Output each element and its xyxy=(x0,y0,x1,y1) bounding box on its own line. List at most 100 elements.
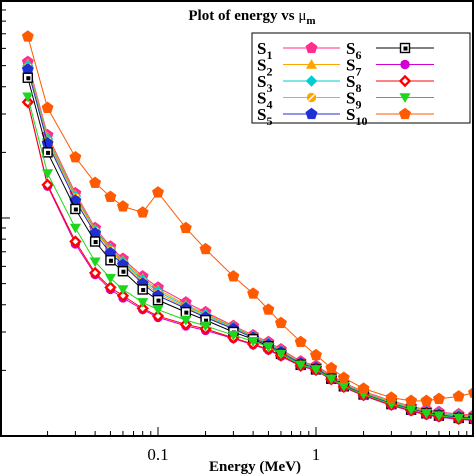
data-point-S10-14 xyxy=(294,335,307,348)
legend-entry-S1: S1 xyxy=(257,39,340,62)
legend-marker-S7 xyxy=(400,59,410,70)
x-tick-label: 0.1 xyxy=(147,445,168,464)
data-point-S10-7 xyxy=(151,186,165,198)
data-point-S9-0 xyxy=(22,92,34,103)
legend-entry-S7: S7 xyxy=(346,56,434,79)
series-S10 xyxy=(21,30,474,406)
data-point-S10-21 xyxy=(420,394,433,406)
data-point-S9-2 xyxy=(69,223,82,234)
data-point-S10-2 xyxy=(69,150,82,163)
data-point-S9-11 xyxy=(247,337,259,347)
data-point-S10-13 xyxy=(274,316,287,329)
legend-label-S6: S6 xyxy=(346,39,361,62)
data-point-S9-7 xyxy=(152,305,164,316)
data-point-S9-22 xyxy=(433,411,445,422)
data-point-S8-2 xyxy=(69,235,82,248)
data-point-S10-12 xyxy=(262,303,275,315)
data-point-S9-1 xyxy=(41,169,54,180)
data-point-S6-6 xyxy=(137,284,148,295)
data-point-S10-11 xyxy=(247,287,260,299)
legend-entry-S3: S3 xyxy=(257,72,340,95)
axes: 0.1 1 xyxy=(0,0,474,464)
data-point-S10-15 xyxy=(309,348,323,361)
data-point-S9-15 xyxy=(310,365,322,375)
data-point-S9-5 xyxy=(117,285,129,295)
data-point-S6-2 xyxy=(70,203,81,215)
legend-entry-S9: S9 xyxy=(346,89,434,112)
data-point-S10-3 xyxy=(89,176,102,188)
x-axis-label: Energy (MeV) xyxy=(209,459,301,474)
data-point-S8-3 xyxy=(88,266,102,280)
data-point-S8-1 xyxy=(41,178,54,192)
legend-marker-S3 xyxy=(305,75,318,87)
data-point-S10-20 xyxy=(405,394,418,406)
legend-entry-S5: S5 xyxy=(257,105,340,128)
data-point-S10-17 xyxy=(337,371,350,383)
series-line-S6 xyxy=(27,77,474,420)
data-point-S10-9 xyxy=(199,242,212,255)
data-point-S9-14 xyxy=(295,360,307,371)
data-point-S10-4 xyxy=(104,190,117,202)
data-point-S6-7 xyxy=(152,294,164,306)
legend-label-S3: S3 xyxy=(257,72,272,95)
data-point-S10-1 xyxy=(41,101,54,113)
data-point-S10-16 xyxy=(325,361,338,374)
data-point-S10-22 xyxy=(432,392,445,404)
legend-entry-S2: S2 xyxy=(257,56,340,79)
data-point-S6-5 xyxy=(117,266,129,277)
data-point-S9-4 xyxy=(104,273,117,284)
legend-label-S8: S8 xyxy=(346,72,361,95)
data-point-S10-23 xyxy=(452,390,465,402)
data-point-S10-6 xyxy=(136,206,149,218)
data-point-S10-19 xyxy=(385,391,398,403)
legend-label-S10: S10 xyxy=(346,105,367,128)
data-point-S8-5 xyxy=(116,289,130,302)
legend-marker-S9 xyxy=(399,93,411,103)
legend-marker-S1 xyxy=(305,41,318,54)
data-point-S9-12 xyxy=(262,342,275,353)
legend-label-S4: S4 xyxy=(257,89,272,112)
chart-title-text: Plot of energy vs xyxy=(188,8,294,24)
chart-title: Plot of energy vs μm xyxy=(188,8,315,27)
legend-entry-S8: S8 xyxy=(346,72,434,95)
data-point-S10-5 xyxy=(116,200,129,212)
data-point-S9-8 xyxy=(180,315,192,326)
legend-entry-S4: S4 xyxy=(257,89,340,112)
chart-title-subscript: m xyxy=(306,15,315,27)
legend-entry-S6: S6 xyxy=(346,39,434,62)
plot-area xyxy=(21,30,474,426)
legend-entry-S10: S10 xyxy=(346,105,434,128)
series-S9 xyxy=(22,92,474,425)
data-point-S6-8 xyxy=(180,306,192,318)
legend-label-S9: S9 xyxy=(346,89,361,112)
series-S6 xyxy=(22,72,474,424)
legend-marker-S10 xyxy=(398,107,412,120)
data-point-S9-3 xyxy=(89,257,101,268)
legend-marker-S2 xyxy=(305,59,318,69)
chart-title-symbol: μ xyxy=(298,8,306,24)
legend-marker-S5 xyxy=(305,107,318,120)
legend-marker-S8 xyxy=(398,74,412,88)
data-point-S9-9 xyxy=(199,321,212,332)
legend-label-S1: S1 xyxy=(257,39,272,62)
legend-label-S2: S2 xyxy=(257,56,272,79)
data-point-S8-7 xyxy=(151,309,165,323)
data-point-S6-1 xyxy=(42,147,53,158)
data-point-S10-0 xyxy=(21,30,34,42)
data-point-S10-18 xyxy=(357,382,370,394)
data-point-S6-3 xyxy=(89,236,101,247)
data-point-S9-10 xyxy=(227,330,240,341)
legend-marker-S6 xyxy=(399,42,411,54)
data-point-S10-10 xyxy=(227,270,240,282)
data-point-S10-8 xyxy=(179,221,192,234)
legend-label-S7: S7 xyxy=(346,56,361,79)
data-point-S6-4 xyxy=(105,255,116,266)
data-point-S9-23 xyxy=(453,413,465,424)
series-S7 xyxy=(23,97,474,426)
data-point-S9-16 xyxy=(325,374,337,385)
legend-marker-S4 xyxy=(306,92,317,103)
series-S8 xyxy=(21,95,474,426)
data-point-S6-0 xyxy=(22,72,34,83)
